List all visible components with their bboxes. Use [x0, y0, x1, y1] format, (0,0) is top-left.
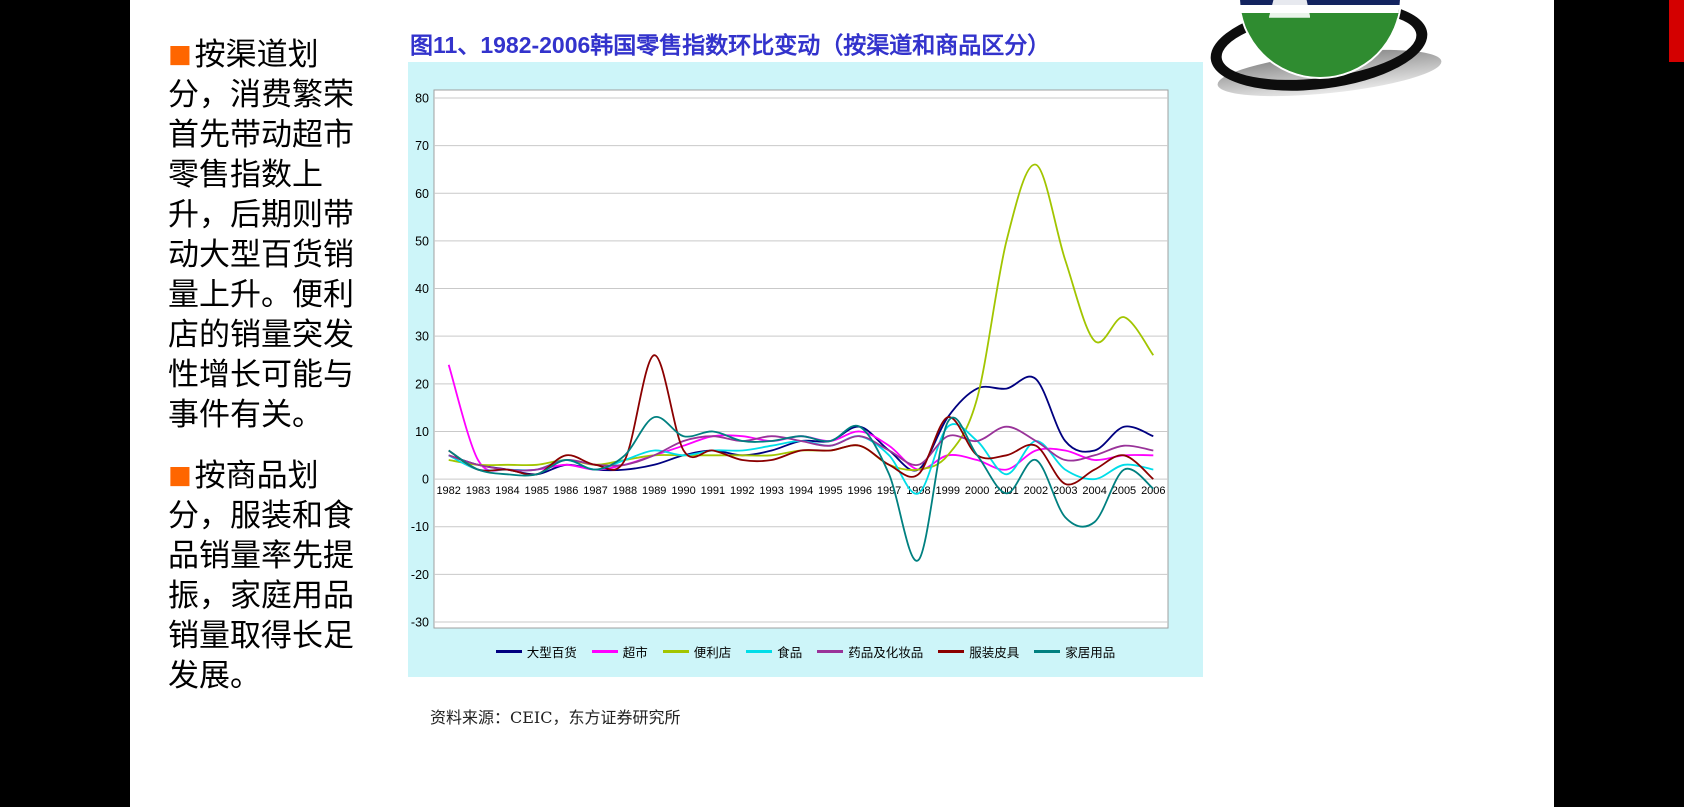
x-tick-label: 1995 [818, 485, 842, 497]
company-logo [1205, 0, 1445, 105]
legend-item: 食品 [746, 642, 802, 661]
y-tick-label: -30 [411, 616, 429, 630]
legend-swatch [817, 650, 844, 653]
x-tick-label: 1992 [730, 485, 754, 497]
x-tick-label: 1985 [525, 485, 549, 497]
x-tick-label: 2002 [1024, 485, 1048, 497]
legend-swatch [662, 650, 689, 653]
x-tick-label: 2005 [1112, 485, 1136, 497]
x-tick-label: 1997 [877, 485, 901, 497]
x-tick-label: 1994 [789, 485, 813, 497]
x-tick-label: 1988 [613, 485, 637, 497]
y-tick-label: 60 [415, 187, 429, 201]
x-tick-label: 2006 [1141, 485, 1165, 497]
paragraph-text: 按渠道划分，消费繁荣首先带动超市零售指数上升，后期则带动大型百货销量上升。便利店… [168, 37, 354, 433]
x-tick-label: 2004 [1082, 485, 1106, 497]
legend-label: 家居用品 [1065, 646, 1116, 660]
legend-label: 药品及化妆品 [848, 646, 924, 660]
x-tick-label: 2000 [965, 485, 989, 497]
x-tick-label: 1983 [466, 485, 490, 497]
legend-label: 便利店 [693, 646, 732, 660]
y-tick-label: -20 [411, 568, 429, 582]
x-tick-label: 1998 [906, 485, 930, 497]
y-tick-label: 70 [415, 139, 429, 153]
legend-item: 大型百货 [495, 642, 577, 661]
legend-swatch [591, 650, 618, 653]
slide: ■按渠道划分，消费繁荣首先带动超市零售指数上升，后期则带动大型百货销量上升。便利… [130, 0, 1554, 807]
x-tick-label: 1989 [642, 485, 666, 497]
x-tick-label: 1986 [554, 485, 578, 497]
x-tick-label: 1987 [583, 485, 607, 497]
legend-item: 药品及化妆品 [817, 642, 923, 661]
x-tick-label: 1996 [847, 485, 871, 497]
bullet-paragraph: ■按渠道划分，消费繁荣首先带动超市零售指数上升，后期则带动大型百货销量上升。便利… [168, 34, 380, 435]
legend-label: 服装皮具 [969, 646, 1020, 660]
legend-item: 便利店 [662, 642, 732, 661]
plot-area [433, 89, 1169, 629]
y-tick-label: 30 [415, 330, 429, 344]
y-tick-label: 40 [415, 282, 429, 296]
x-tick-label: 2001 [994, 485, 1018, 497]
chart-legend: 大型百货 超市 便利店 食品 药品及化妆品 服装皮具 家居用品 [408, 642, 1203, 661]
x-tick-label: 1993 [759, 485, 783, 497]
legend-swatch [746, 650, 773, 653]
legend-swatch [495, 650, 522, 653]
bullet-marker: ■ [168, 460, 192, 489]
commentary-column: ■按渠道划分，消费繁荣首先带动超市零售指数上升，后期则带动大型百货销量上升。便利… [168, 34, 380, 716]
y-tick-label: 20 [415, 377, 429, 391]
x-tick-label: 1984 [495, 485, 519, 497]
x-tick-label: 1991 [701, 485, 725, 497]
y-tick-label: 50 [415, 234, 429, 248]
legend-item: 服装皮具 [938, 642, 1019, 661]
legend-label: 食品 [777, 646, 803, 660]
series-line [448, 416, 1154, 562]
y-tick-label: 0 [422, 473, 429, 487]
paragraph-text: 按商品划分，服装和食品销量率先提振，家庭用品销量取得长足发展。 [168, 458, 354, 694]
red-corner-accent [1669, 0, 1684, 62]
legend-label: 大型百货 [526, 646, 577, 660]
logo-sail-icon [1268, 0, 1311, 18]
legend-swatch [938, 650, 965, 653]
y-tick-label: 80 [415, 92, 429, 106]
legend-item: 家居用品 [1034, 642, 1115, 661]
series-line [448, 354, 1154, 486]
chart-panel: 80 70 60 50 40 30 20 10 0 -10 -20 -30 1982 1983 1984 19… [408, 62, 1203, 677]
bullet-marker: ■ [168, 39, 192, 68]
y-tick-label: -10 [411, 520, 429, 534]
legend-item: 超市 [591, 642, 648, 661]
line-chart: 80 70 60 50 40 30 20 10 0 -10 -20 -30 1982 1983 1984 19… [411, 89, 1169, 630]
legend-label: 超市 [622, 646, 648, 660]
chart-title: 图11、1982-2006韩国零售指数环比变动（按渠道和商品区分） [410, 32, 1051, 58]
x-tick-label: 2003 [1053, 485, 1077, 497]
source-note: 资料来源：CEIC，东方证券研究所 [430, 708, 681, 727]
bullet-paragraph: ■按商品划分，服装和食品销量率先提振，家庭用品销量取得长足发展。 [168, 455, 380, 696]
legend-swatch [1034, 650, 1061, 653]
y-tick-label: 10 [415, 425, 429, 439]
x-tick-label: 1990 [671, 485, 695, 497]
x-tick-label: 1982 [436, 485, 460, 497]
x-tick-label: 1999 [936, 485, 960, 497]
